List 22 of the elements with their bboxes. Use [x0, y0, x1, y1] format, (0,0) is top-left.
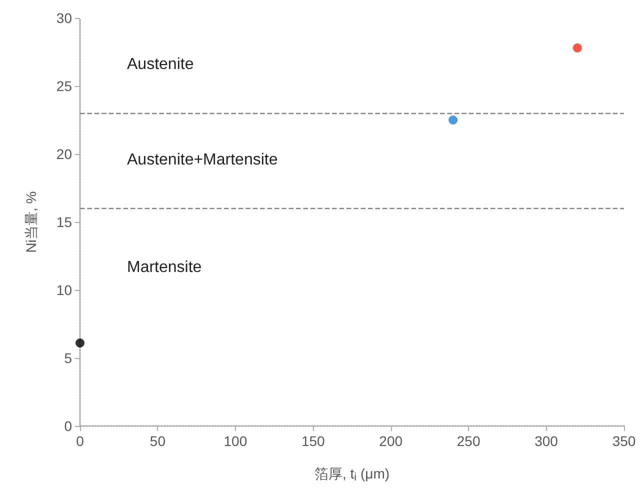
y-axis-title: Ni当量, %	[23, 191, 39, 253]
y-tick-label: 30	[56, 10, 72, 26]
x-tick-label: 350	[612, 433, 636, 449]
x-tick-label: 150	[301, 433, 326, 449]
y-tick-label: 0	[64, 418, 72, 434]
x-tick-label: 0	[76, 433, 84, 449]
y-tick-label: 10	[56, 282, 72, 298]
point	[448, 116, 458, 124]
point	[572, 43, 582, 52]
x-tick-label: 50	[150, 433, 166, 449]
x-tick-label: 300	[534, 433, 558, 449]
x-tick-label: 100	[224, 433, 248, 449]
x-tick-label: 250	[456, 433, 480, 449]
y-tick-label: 25	[56, 78, 72, 94]
y-tick-label: 20	[56, 146, 72, 162]
annotation: Austenite	[127, 56, 194, 74]
point	[76, 338, 84, 348]
annotation: Martensite	[127, 258, 202, 276]
x-tick-label: 200	[379, 433, 403, 449]
y-tick-label: 5	[64, 350, 72, 366]
annotation: Austenite+Martensite	[127, 151, 278, 168]
y-tick-label: 15	[56, 214, 72, 230]
